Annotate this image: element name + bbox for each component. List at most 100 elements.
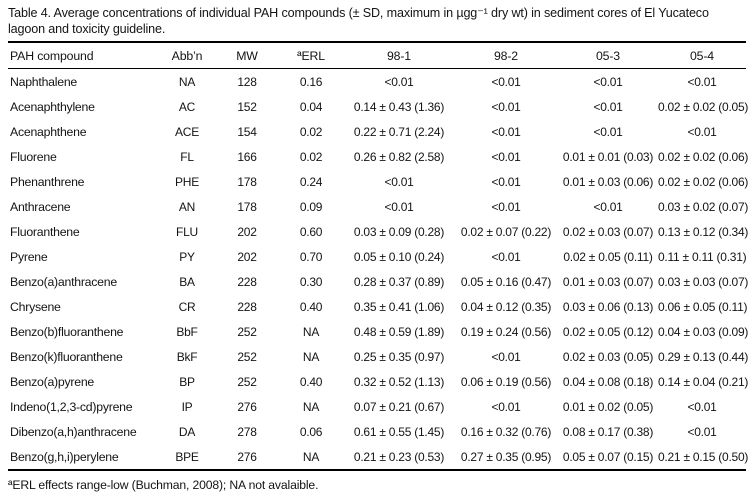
table-body: Naphthalene NA 128 0.16 <0.01 <0.01 <0.01 <0.01… (8, 69, 749, 471)
column-header-mw: MW (216, 42, 278, 69)
table-cell: Benzo(g,h,i)perylene (10, 449, 119, 464)
table-cell: <0.01 (491, 124, 521, 139)
table-cell: 0.04 (299, 99, 323, 114)
pah-table: PAH compound Abb’n MW ªERL 98-1 98-2 05-… (8, 41, 749, 471)
table-cell: 0.02 ± 0.03 (0.05) (562, 349, 654, 364)
table-row: Indeno(1,2,3-cd)pyrene IP 276 NA 0.07 ± 0.21… (8, 394, 746, 419)
table-cell: Fluorene (10, 149, 57, 164)
table-cell: 0.03 ± 0.02 (0.07) (658, 199, 749, 214)
table-cell: 0.24 (299, 174, 323, 189)
table-cell: 0.09 (299, 199, 323, 214)
table-cell: 0.01 ± 0.02 (0.05) (562, 399, 654, 414)
table-cell: Acenaphthene (10, 124, 87, 139)
table-row: Benzo(g,h,i)perylene BPE 276 NA 0.21 ± 0.23 … (8, 444, 748, 470)
table-cell: <0.01 (491, 74, 521, 89)
table-cell: NA (178, 74, 196, 89)
table-row: Phenanthrene PHE 178 0.24 <0.01 <0.01 0.01 ± 0… (8, 169, 749, 194)
table-row: Naphthalene NA 128 0.16 <0.01 <0.01 <0.01 <0.01 (8, 69, 746, 95)
table-cell: 0.28 ± 0.37 (0.89) (353, 274, 445, 289)
table-cell: 0.03 ± 0.03 (0.07) (658, 274, 749, 289)
table-cell: 0.04 ± 0.08 (0.18) (562, 374, 654, 389)
table-cell: 0.08 ± 0.17 (0.38) (562, 424, 654, 439)
table-cell: 178 (237, 199, 257, 214)
table-cell: 276 (237, 449, 257, 464)
table-cell: BA (179, 274, 195, 289)
table-cell: <0.01 (491, 199, 521, 214)
table-cell: BbF (176, 324, 198, 339)
table-cell: 0.02 ± 0.03 (0.07) (562, 224, 654, 239)
table-cell: 0.07 ± 0.21 (0.67) (353, 399, 445, 414)
table-cell: 0.40 (299, 299, 323, 314)
table-cell: Benzo(k)fluoranthene (10, 349, 123, 364)
table-cell: 0.02 ± 0.02 (0.06) (658, 174, 749, 189)
table-cell: 0.02 ± 0.05 (0.11) (563, 249, 653, 264)
table-cell: 0.35 ± 0.41 (1.06) (353, 299, 445, 314)
table-cell: 0.01 ± 0.03 (0.07) (562, 274, 654, 289)
table-cell: FL (180, 149, 194, 164)
table-cell: 128 (237, 74, 257, 89)
column-header-pah-compound: PAH compound (8, 42, 158, 69)
table-cell: <0.01 (687, 399, 717, 414)
table-cell: 228 (237, 274, 257, 289)
table-cell: 154 (237, 124, 257, 139)
column-header-98-1: 98-1 (344, 42, 454, 69)
table-cell: 202 (237, 224, 257, 239)
table-cell: <0.01 (687, 424, 717, 439)
table-cell: 0.19 ± 0.24 (0.56) (460, 324, 552, 339)
table-cell: 0.02 ± 0.02 (0.06) (658, 149, 749, 164)
table-cell: 0.05 ± 0.07 (0.15) (562, 449, 654, 464)
table-cell: 0.06 ± 0.19 (0.56) (460, 374, 552, 389)
table-cell: <0.01 (593, 124, 623, 139)
table-cell: PHE (175, 174, 199, 189)
table-header: PAH compound Abb’n MW ªERL 98-1 98-2 05-… (8, 42, 746, 69)
table-row: Pyrene PY 202 0.70 0.05 ± 0.10 (0.24) <0.01 0.… (8, 244, 747, 269)
table-cell: 0.30 (299, 274, 323, 289)
table-cell: 0.14 ± 0.04 (0.21) (658, 374, 749, 389)
table-cell: 0.02 ± 0.05 (0.12) (562, 324, 654, 339)
table-cell: Chrysene (10, 299, 61, 314)
table-cell: NA (302, 449, 320, 464)
table-cell: 0.06 ± 0.05 (0.11) (658, 299, 748, 314)
table-cell: 0.02 (299, 124, 323, 139)
table-cell: 252 (237, 349, 257, 364)
table-cell: Benzo(a)anthracene (10, 274, 117, 289)
table-cell: 0.04 ± 0.03 (0.09) (658, 324, 749, 339)
table-cell: 0.01 ± 0.01 (0.03) (562, 149, 654, 164)
table-row: Benzo(k)fluoranthene BkF 252 NA 0.25 ± 0.35 … (8, 344, 748, 369)
table-cell: Benzo(b)fluoranthene (10, 324, 124, 339)
table-row: Dibenzo(a,h)anthracene DA 278 0.06 0.61 ± 0.… (8, 419, 746, 444)
table-cell: 0.03 ± 0.09 (0.28) (353, 224, 445, 239)
table-cell: AC (178, 99, 196, 114)
table-cell: 0.11 ± 0.11 (0.31) (658, 249, 747, 264)
column-header-erl: ªERL (278, 42, 344, 69)
table-cell: 252 (237, 374, 257, 389)
table-cell: ACE (175, 124, 199, 139)
table-cell: <0.01 (491, 174, 521, 189)
table-cell: Benzo(a)pyrene (10, 374, 94, 389)
table-cell: CR (178, 299, 196, 314)
table-cell: 0.25 ± 0.35 (0.97) (353, 349, 445, 364)
table-cell: 202 (237, 249, 257, 264)
table-cell: <0.01 (491, 349, 521, 364)
table-row: Chrysene CR 228 0.40 0.35 ± 0.41 (1.06) 0.04 … (8, 294, 748, 319)
table-cell: 0.13 ± 0.12 (0.34) (658, 224, 749, 239)
table-cell: 0.05 ± 0.10 (0.24) (353, 249, 445, 264)
table-cell: FLU (176, 224, 198, 239)
table-cell: 276 (237, 399, 257, 414)
table-cell: 0.16 ± 0.32 (0.76) (460, 424, 552, 439)
table-cell: Indeno(1,2,3-cd)pyrene (10, 399, 133, 414)
table-cell: 228 (237, 299, 257, 314)
table-cell: BkF (176, 349, 198, 364)
table-cell: 152 (237, 99, 257, 114)
table-title: Table 4. Average concentrations of indiv… (8, 6, 709, 36)
table-row: Benzo(a)pyrene BP 252 0.40 0.32 ± 0.52 (1.13… (8, 369, 749, 394)
table-cell: BP (179, 374, 195, 389)
table-cell: 0.21 ± 0.23 (0.53) (353, 449, 445, 464)
table-row: Acenaphthene ACE 154 0.02 0.22 ± 0.71 (2.24)… (8, 119, 746, 144)
table-cell: NA (302, 349, 320, 364)
column-header-98-2: 98-2 (454, 42, 558, 69)
table-row: Anthracene AN 178 0.09 <0.01 <0.01 <0.01 0.03 ±… (8, 194, 749, 219)
header-row: PAH compound Abb’n MW ªERL 98-1 98-2 05-… (8, 42, 746, 69)
table-cell: <0.01 (491, 249, 521, 264)
